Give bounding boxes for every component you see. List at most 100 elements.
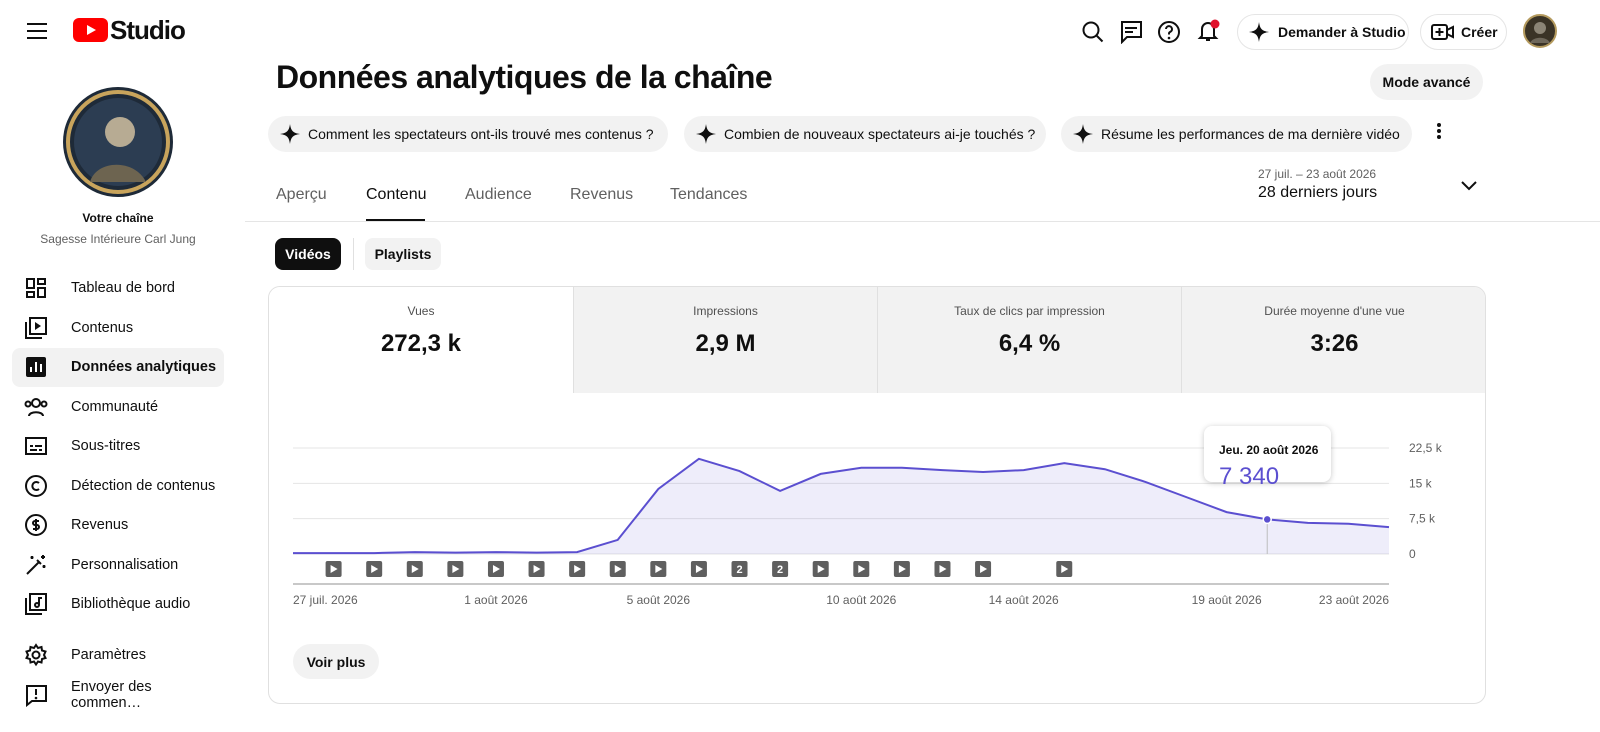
content-type-label: Vidéos (285, 246, 331, 262)
publish-marker (731, 561, 748, 577)
sparkle-icon (696, 124, 716, 144)
tab[interactable]: Audience (465, 186, 532, 203)
y-tick-label: 15 k (1409, 476, 1433, 490)
content-type-button[interactable]: Playlists (365, 238, 441, 270)
nav-icon (26, 555, 46, 575)
nav-label: Revenus (71, 517, 129, 533)
tab[interactable]: Contenu (366, 186, 427, 203)
metric-value: 6,4 % (998, 330, 1061, 357)
page-title: Données analytiques de la chaîne (276, 59, 773, 95)
nav-item[interactable]: Sous-titres (24, 427, 224, 465)
play-icon (695, 565, 703, 573)
create-icon (1431, 24, 1454, 40)
ask-studio-button[interactable]: Demander à Studio (1237, 14, 1409, 50)
metric-card[interactable]: Vues 272,3 k (269, 287, 573, 393)
channel-avatar[interactable] (62, 86, 174, 198)
search-icon[interactable] (1081, 20, 1105, 44)
nav-icon (25, 317, 47, 339)
suggestion-chip[interactable]: Comment les spectateurs ont-ils trouvé m… (268, 116, 668, 152)
nav-item[interactable]: Personnalisation (24, 546, 224, 584)
x-tick-label: 19 août 2026 (1192, 593, 1262, 607)
play-icon (533, 565, 541, 573)
nav-item[interactable]: Détection de contenus (24, 467, 224, 505)
play-icon (614, 565, 622, 573)
account-avatar[interactable] (1523, 14, 1557, 48)
metric-label: Vues (407, 304, 435, 318)
create-label: Créer (1461, 24, 1498, 40)
suggestion-label: Comment les spectateurs ont-ils trouvé m… (308, 126, 654, 142)
nav-icon (26, 685, 47, 707)
content-type-divider (353, 238, 354, 270)
more-options-icon[interactable] (1433, 121, 1445, 143)
suggestion-chip[interactable]: Combien de nouveaux spectateurs ai-je to… (684, 116, 1046, 152)
play-icon (655, 565, 663, 573)
analytics-card: Vues 272,3 k Impressions 2,9 M Taux de cli… (268, 286, 1486, 704)
advanced-mode-button[interactable]: Mode avancé (1370, 64, 1483, 100)
play-icon (452, 565, 460, 573)
tab[interactable]: Aperçu (276, 186, 327, 203)
tab[interactable]: Tendances (670, 186, 748, 203)
play-icon (817, 565, 825, 573)
play-icon (858, 565, 866, 573)
nav-item[interactable]: Contenus (24, 309, 224, 347)
sparkle-icon (1073, 124, 1093, 144)
see-more-label: Voir plus (306, 653, 366, 670)
metric-card[interactable]: Taux de clics par impression 6,4 % (877, 287, 1181, 393)
nav-label: Envoyer des commen… (71, 679, 152, 711)
comments-icon[interactable] (1119, 20, 1143, 44)
content-type-label: Playlists (374, 246, 432, 262)
period-dropdown-icon[interactable] (1460, 180, 1478, 192)
period[interactable]: 28 derniers jours (1258, 184, 1378, 201)
publish-count: 2 (777, 564, 783, 576)
nav-icon (25, 593, 47, 615)
help-icon[interactable] (1157, 20, 1181, 44)
tooltip: Jeu. 20 août 2026 7 340 (1204, 426, 1331, 490)
suggestion-label: Combien de nouveaux spectateurs ai-je to… (724, 126, 1036, 142)
nav-label: Détection de contenus (71, 478, 216, 494)
content-type-button[interactable]: Vidéos (275, 238, 341, 270)
nav-item[interactable]: Tableau de bord (24, 269, 224, 307)
advanced-mode-label: Mode avancé (1382, 74, 1471, 90)
suggestion-chip[interactable]: Résume les performances de ma dernière v… (1061, 116, 1412, 152)
play-icon (411, 565, 419, 573)
logo-icon[interactable] (73, 18, 109, 43)
tab[interactable]: Revenus (570, 186, 634, 203)
tabs-divider (245, 221, 1600, 222)
nav-label: Tableau de bord (71, 280, 175, 296)
channel-name: Sagesse Intérieure Carl Jung (40, 232, 196, 246)
nav-label: Paramètres (71, 647, 146, 663)
nav-icon (25, 437, 47, 455)
active-nav-background (12, 348, 224, 387)
menu-icon[interactable] (26, 21, 48, 41)
nav-label: Sous-titres (71, 438, 141, 454)
metric-value: 272,3 k (380, 330, 462, 357)
y-tick-label: 22,5 k (1409, 441, 1443, 455)
nav-icon (24, 398, 48, 417)
nav-item[interactable]: Bibliothèque audio (24, 585, 224, 623)
notifications-icon[interactable] (1196, 18, 1222, 44)
nav-item[interactable]: Communauté (24, 388, 224, 426)
nav-item[interactable]: Revenus (24, 506, 224, 544)
channel-label: Votre chaîne (82, 211, 154, 225)
nav-label: Données analytiques (71, 359, 217, 375)
nav-item[interactable]: Envoyer des commen… (24, 676, 224, 714)
nav-icon (26, 357, 46, 377)
nav-item[interactable]: Données analytiques (24, 348, 224, 386)
nav-item[interactable]: Paramètres (24, 636, 224, 674)
nav-icon (25, 475, 47, 497)
see-more-button[interactable]: Voir plus (293, 644, 379, 679)
create-button[interactable]: Créer (1420, 14, 1507, 50)
area (293, 458, 1389, 554)
y-tick-label: 0 (1409, 547, 1416, 561)
nav-label: Bibliothèque audio (71, 596, 191, 612)
play-icon (371, 565, 379, 573)
metric-value: 2,9 M (695, 330, 756, 357)
logo-text[interactable]: Studio (110, 15, 186, 45)
metric-card[interactable]: Durée moyenne d'une vue 3:26 (1181, 287, 1485, 393)
play-icon (574, 565, 582, 573)
metric-card[interactable]: Impressions 2,9 M (573, 287, 877, 393)
nav-icon (26, 278, 46, 298)
date-range[interactable]: 27 juil. – 23 août 2026 (1258, 167, 1377, 181)
